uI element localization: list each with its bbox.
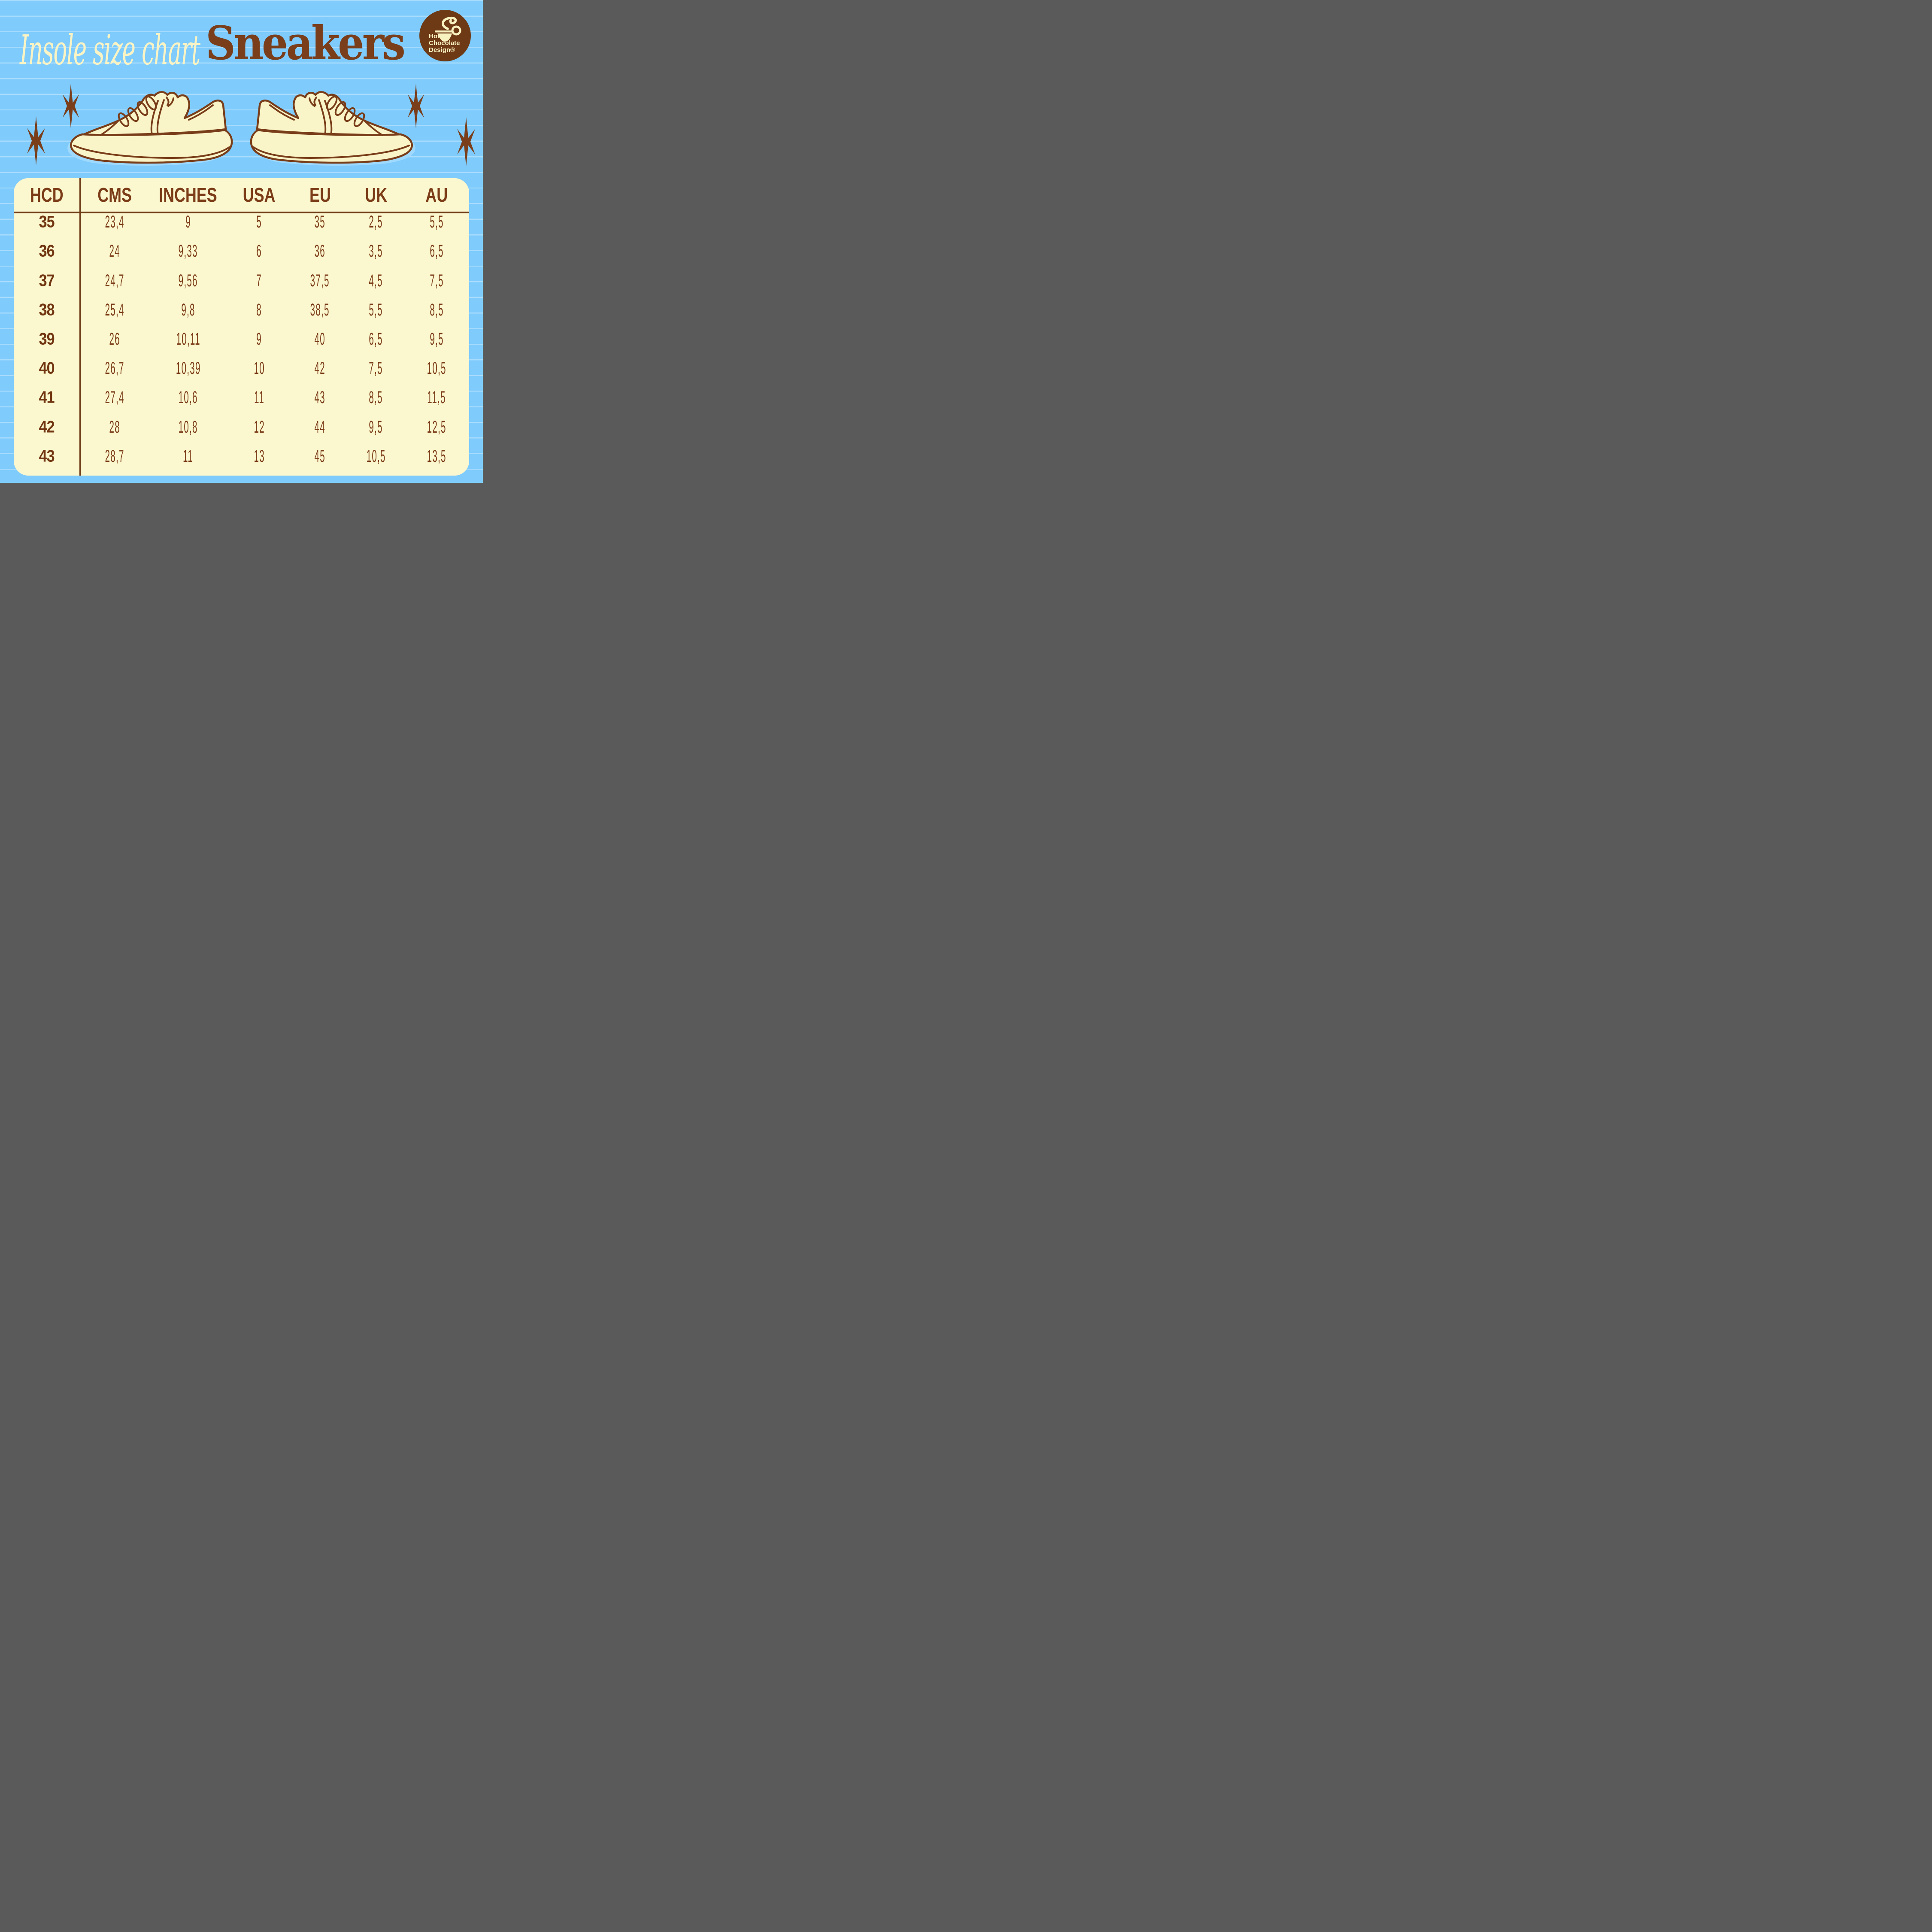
inches-cell: 10,11 (176, 329, 200, 349)
eu-size-cell: 36 (314, 241, 326, 261)
sneaker-illustration-left (67, 92, 232, 166)
inches-cell: 9,33 (178, 241, 198, 261)
au-size-cell: 5,5 (429, 212, 444, 232)
column-header-cms: CMS (97, 184, 132, 206)
uk-size-cell: 7,5 (369, 358, 383, 378)
cms-cell: 24 (109, 241, 121, 261)
sparkle-star (408, 84, 424, 128)
usa-size-cell: 11 (254, 388, 264, 407)
usa-size-cell: 9 (256, 329, 262, 349)
size-table-panel: HCD CMS INCHES USA EU UK AU 35 23,4 9 5 … (14, 178, 469, 476)
uk-size-cell: 5,5 (369, 300, 383, 319)
column-header-uk: UK (365, 184, 387, 206)
inches-cell: 9,8 (181, 300, 195, 319)
au-size-cell: 7,5 (429, 270, 444, 290)
script-title: Insole size chart (20, 26, 200, 74)
uk-size-cell: 2,5 (369, 212, 383, 232)
hcd-size-cell: 35 (39, 212, 55, 231)
inches-cell: 10,8 (178, 417, 198, 437)
hero-illustration (0, 79, 483, 174)
cms-cell: 28,7 (105, 446, 125, 466)
cms-cell: 24,7 (105, 270, 125, 290)
inches-cell: 11 (183, 446, 194, 466)
au-size-cell: 13,5 (427, 446, 446, 466)
header-divider (14, 212, 469, 213)
logo-line-1: Hot (429, 33, 440, 40)
logo-line-2: Chocolate (429, 39, 460, 47)
eu-size-cell: 37,5 (310, 270, 330, 290)
eu-size-cell: 42 (314, 358, 326, 378)
hcd-size-cell: 43 (39, 446, 55, 465)
eu-size-cell: 44 (314, 417, 326, 437)
sparkle-star (63, 84, 79, 128)
inches-cell: 10,39 (176, 358, 201, 378)
steaming-cup-icon: Hot Chocolate Design® (429, 16, 461, 54)
cms-cell: 27,4 (105, 388, 125, 407)
eu-size-cell: 35 (314, 212, 326, 232)
column-header-hcd: HCD (30, 184, 64, 206)
hcd-size-cell: 40 (39, 359, 55, 378)
column-divider (79, 178, 81, 476)
au-size-cell: 6,5 (429, 241, 444, 261)
hcd-size-cell: 39 (39, 329, 55, 349)
eu-size-cell: 43 (314, 388, 326, 407)
eu-size-cell: 40 (314, 329, 326, 349)
cms-cell: 26,7 (105, 358, 125, 378)
hcd-size-cell: 37 (39, 271, 55, 290)
inches-cell: 10,6 (178, 388, 198, 407)
brand-logo: Hot Chocolate Design® (419, 10, 471, 61)
page-title: Sneakers (206, 15, 406, 70)
inches-cell: 9 (185, 212, 191, 232)
hcd-size-cell: 41 (39, 388, 55, 407)
hcd-size-cell: 36 (39, 242, 55, 261)
column-header-usa: USA (243, 184, 276, 206)
uk-size-cell: 8,5 (369, 388, 383, 407)
column-header-inches: INCHES (159, 184, 218, 206)
cms-cell: 25,4 (105, 300, 125, 319)
size-chart-poster: Insole size chart Sneakers Hot Chocolate… (0, 0, 483, 483)
usa-size-cell: 12 (254, 417, 265, 437)
uk-size-cell: 9,5 (369, 417, 383, 437)
hcd-size-cell: 38 (39, 300, 55, 319)
usa-size-cell: 5 (256, 212, 262, 232)
usa-size-cell: 6 (256, 241, 262, 261)
sparkle-star (27, 116, 45, 166)
hcd-size-cell: 42 (39, 417, 55, 436)
usa-size-cell: 13 (254, 446, 265, 466)
cms-cell: 23,4 (105, 212, 125, 232)
size-table: HCD CMS INCHES USA EU UK AU 35 23,4 9 5 … (14, 178, 469, 476)
inches-cell: 9,56 (178, 270, 198, 290)
uk-size-cell: 10,5 (366, 446, 386, 466)
sneaker-illustration-right (251, 92, 416, 166)
eu-size-cell: 45 (314, 446, 326, 466)
cms-cell: 26 (109, 329, 121, 349)
logo-line-3: Design® (429, 46, 455, 54)
au-size-cell: 11,5 (427, 388, 446, 407)
column-header-eu: EU (309, 184, 331, 206)
au-size-cell: 10,5 (427, 358, 446, 378)
eu-size-cell: 38,5 (310, 300, 330, 319)
uk-size-cell: 4,5 (369, 270, 383, 290)
usa-size-cell: 7 (256, 270, 262, 290)
column-header-au: AU (425, 184, 448, 206)
usa-size-cell: 10 (254, 358, 265, 378)
au-size-cell: 8,5 (429, 300, 444, 319)
sparkle-star (457, 117, 475, 167)
uk-size-cell: 6,5 (369, 329, 383, 349)
cms-cell: 28 (109, 417, 121, 437)
usa-size-cell: 8 (256, 300, 262, 319)
au-size-cell: 12,5 (427, 417, 446, 437)
uk-size-cell: 3,5 (369, 241, 383, 261)
au-size-cell: 9,5 (429, 329, 444, 349)
